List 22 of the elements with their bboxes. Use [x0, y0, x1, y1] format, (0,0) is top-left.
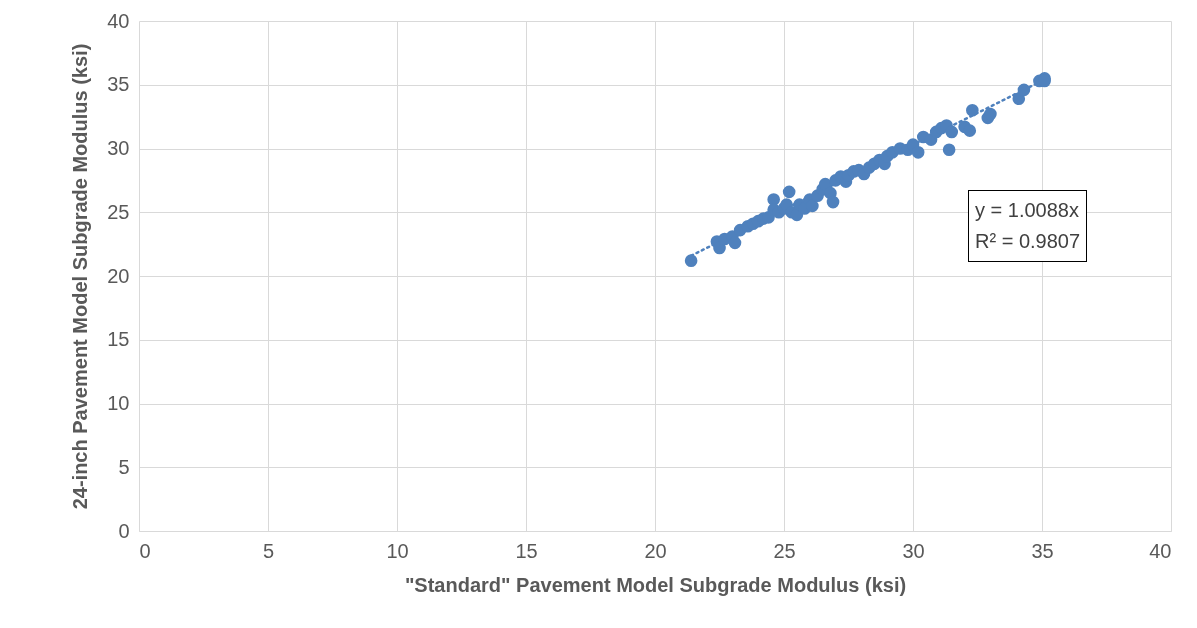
x-axis-title: "Standard" Pavement Model Subgrade Modulus (ksi) [404, 573, 907, 596]
y-tick-label: 5 [118, 455, 130, 478]
x-tick-label: 20 [644, 539, 667, 562]
y-tick-label: 10 [107, 392, 130, 414]
x-tick-label: 25 [773, 539, 796, 562]
y-tick-label: 20 [107, 264, 130, 287]
annotation: R² = 0.9807 [975, 229, 1081, 254]
x-tick-label: 15 [515, 539, 538, 562]
y-tick-label: 25 [107, 200, 130, 223]
x-tick-label: 40 [1149, 539, 1172, 562]
y-tick-label: 15 [107, 328, 130, 351]
y-tick-label: 0 [118, 519, 130, 542]
x-tick-label: 30 [902, 539, 925, 562]
x-tick-label: 0 [139, 539, 151, 562]
annotation: y = 1.0088x [975, 198, 1080, 223]
x-tick-label: 10 [386, 539, 409, 562]
y-tick-label: 35 [107, 73, 130, 96]
x-tick-label: 35 [1031, 539, 1054, 562]
y-tick-label: 30 [107, 137, 130, 159]
y-tick-label: 40 [107, 9, 130, 32]
y-axis-title: 24-inch Pavement Model Subgrade Modulus (ksi) [69, 43, 92, 510]
x-tick-label: 5 [262, 539, 275, 562]
